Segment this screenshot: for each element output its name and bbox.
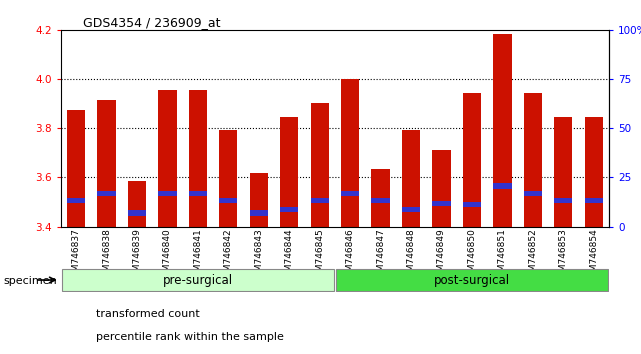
FancyBboxPatch shape <box>62 269 334 291</box>
Text: transformed count: transformed count <box>96 309 200 319</box>
Text: GSM746851: GSM746851 <box>498 229 507 284</box>
FancyBboxPatch shape <box>336 269 608 291</box>
Bar <box>188 191 207 196</box>
Bar <box>432 200 451 206</box>
Bar <box>310 198 329 204</box>
Bar <box>67 198 85 204</box>
Bar <box>97 100 116 227</box>
Text: GSM746846: GSM746846 <box>345 229 354 283</box>
Text: pre-surgical: pre-surgical <box>163 274 233 286</box>
Bar <box>463 93 481 227</box>
Bar <box>341 79 359 227</box>
Bar <box>128 210 146 216</box>
Bar <box>249 172 268 227</box>
Bar <box>493 183 512 189</box>
Bar <box>219 130 237 227</box>
Text: GSM746845: GSM746845 <box>315 229 324 283</box>
Text: GSM746852: GSM746852 <box>528 229 537 283</box>
Bar <box>371 169 390 227</box>
Bar <box>280 207 298 212</box>
Bar <box>188 90 207 227</box>
Text: percentile rank within the sample: percentile rank within the sample <box>96 332 284 342</box>
Text: post-surgical: post-surgical <box>434 274 510 286</box>
Bar <box>97 191 116 196</box>
Text: GSM746839: GSM746839 <box>133 229 142 284</box>
Bar <box>371 198 390 204</box>
Text: GSM746844: GSM746844 <box>285 229 294 283</box>
Text: GDS4354 / 236909_at: GDS4354 / 236909_at <box>83 16 221 29</box>
Bar <box>310 103 329 227</box>
Bar <box>67 110 85 227</box>
Text: GSM746850: GSM746850 <box>467 229 476 284</box>
Bar <box>554 198 572 204</box>
Bar <box>524 93 542 227</box>
Text: GSM746838: GSM746838 <box>102 229 111 284</box>
Text: GSM746853: GSM746853 <box>559 229 568 284</box>
Bar <box>585 117 603 227</box>
Bar <box>524 191 542 196</box>
Bar <box>493 34 512 227</box>
Bar <box>280 117 298 227</box>
Bar <box>128 181 146 227</box>
Text: GSM746842: GSM746842 <box>224 229 233 283</box>
Text: GSM746854: GSM746854 <box>589 229 598 283</box>
Text: specimen: specimen <box>3 276 57 286</box>
Bar <box>249 210 268 216</box>
Text: GSM746843: GSM746843 <box>254 229 263 283</box>
Bar <box>219 198 237 204</box>
Text: GSM746847: GSM746847 <box>376 229 385 283</box>
Text: GSM746840: GSM746840 <box>163 229 172 283</box>
Bar <box>554 117 572 227</box>
Bar <box>341 191 359 196</box>
Bar <box>463 202 481 207</box>
Text: GSM746849: GSM746849 <box>437 229 446 283</box>
Bar <box>402 130 420 227</box>
Bar <box>158 90 176 227</box>
Bar <box>402 207 420 212</box>
Bar <box>158 191 176 196</box>
Text: GSM746841: GSM746841 <box>194 229 203 283</box>
Bar <box>432 150 451 227</box>
Text: GSM746848: GSM746848 <box>406 229 415 283</box>
Text: GSM746837: GSM746837 <box>72 229 81 284</box>
Bar <box>585 198 603 204</box>
